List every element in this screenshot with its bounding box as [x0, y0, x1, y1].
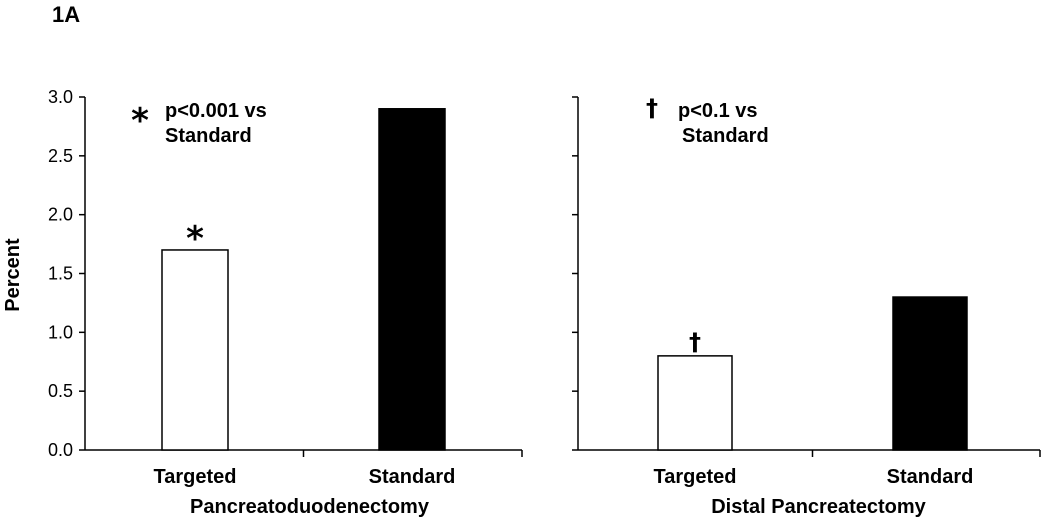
- x-category-label: Standard: [369, 466, 456, 488]
- y-tick-label: 1.0: [48, 322, 73, 342]
- significance-marker: *: [186, 219, 204, 259]
- bar-standard: [892, 296, 968, 451]
- significance-marker: †: [689, 328, 701, 356]
- annotation-line-2: Standard: [165, 125, 252, 147]
- x-category-label: Standard: [887, 466, 974, 488]
- y-tick-label: 0.5: [48, 381, 73, 401]
- annotation-symbol: *: [131, 101, 149, 141]
- y-tick-label: 3.0: [48, 87, 73, 107]
- y-tick-label: 1.5: [48, 264, 73, 284]
- annotation-symbol: †: [646, 94, 658, 122]
- chart-panel-distal-pancreatectomy: Targeted † Standard Distal Pancreatectomy † p…: [572, 94, 1041, 518]
- bar-targeted: [657, 355, 733, 451]
- y-tick-label: 2.5: [48, 146, 73, 166]
- y-tick-label: 2.0: [48, 205, 73, 225]
- x-group-label: Pancreatoduodenectomy: [190, 496, 430, 518]
- bar-standard: [378, 108, 446, 451]
- panel-label: 1A: [52, 2, 80, 27]
- bar-targeted: [161, 249, 229, 451]
- annotation-line-1: p<0.001 vs: [165, 100, 267, 122]
- y-tick-label: 0.0: [48, 440, 73, 460]
- annotation-line-1: p<0.1 vs: [678, 100, 758, 122]
- x-group-label: Distal Pancreatectomy: [711, 496, 926, 518]
- annotation-line-2: Standard: [682, 125, 769, 147]
- y-axis-title: Percent: [2, 238, 24, 312]
- chart-panel-pancreatoduodenectomy: 0.0 0.5 1.0 1.5 2.0 2.5 3.0 Targeted * Standard Pa…: [48, 87, 523, 518]
- x-category-label: Targeted: [154, 466, 237, 488]
- x-category-label: Targeted: [654, 466, 737, 488]
